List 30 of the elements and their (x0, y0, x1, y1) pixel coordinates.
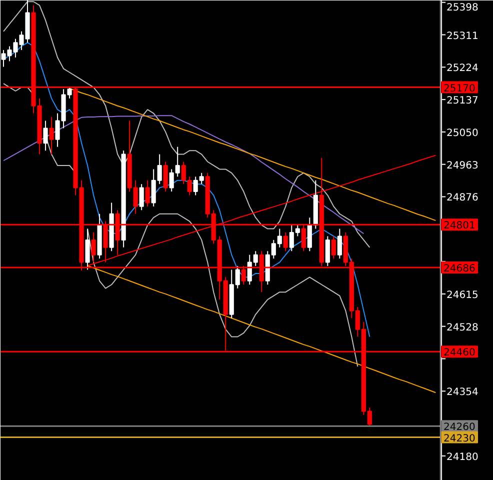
y-tick-label: 24528 (446, 322, 478, 334)
y-tick-label: 24615 (446, 290, 478, 301)
y-tick-label: 24354 (446, 387, 478, 398)
candlestick (307, 217, 312, 252)
candlestick (337, 228, 342, 260)
candlestick (91, 232, 96, 263)
y-tick-label: 24963 (446, 160, 478, 172)
y-tick-label: 24876 (446, 192, 478, 204)
candlestick (283, 232, 288, 252)
ref-line-label: 24801 (444, 220, 476, 232)
line-series (87, 265, 436, 394)
y-tick-label: 25398 (446, 2, 478, 14)
candlestick (85, 228, 90, 270)
ref-line-label: 24460 (444, 348, 476, 359)
y-tick-label: 25224 (446, 63, 478, 74)
y-tick-label: 25137 (446, 96, 478, 107)
ref-line-label: 24230 (444, 433, 476, 444)
y-tick-label: 25311 (446, 30, 478, 42)
candlestick (331, 236, 336, 260)
candlestick (145, 180, 150, 207)
candlestick (163, 161, 168, 192)
ref-line-label: 24686 (444, 264, 476, 274)
ref-line-label: 24260 (444, 422, 476, 434)
candlestick (139, 184, 144, 211)
candlestick (325, 236, 330, 267)
line-series (3, 1, 370, 248)
line-series (3, 115, 364, 234)
y-tick-label: 24180 (446, 452, 478, 463)
ref-line-label: 25170 (444, 83, 476, 94)
y-tick-label: 25050 (446, 128, 478, 139)
